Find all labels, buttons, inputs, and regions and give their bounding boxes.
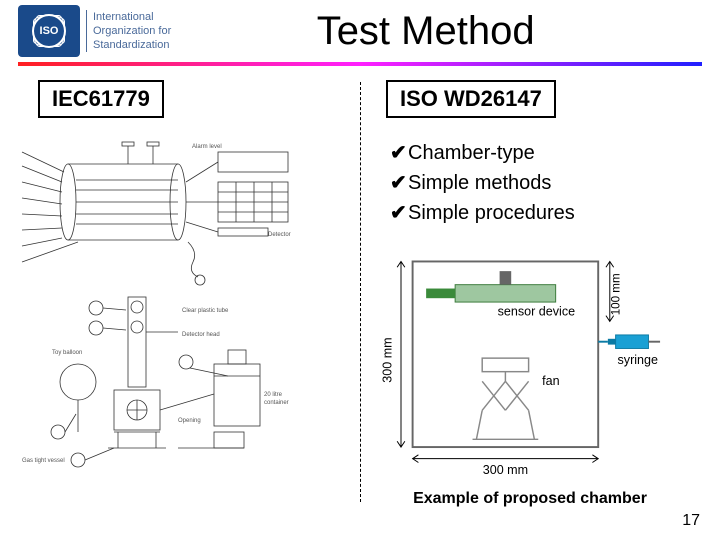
fan-label: fan — [542, 374, 559, 388]
sensor-label: sensor device — [498, 305, 575, 319]
bullet-item: ✔Chamber-type — [390, 138, 688, 168]
bullets: ✔Chamber-type ✔Simple methods ✔Simple pr… — [390, 138, 688, 228]
bullet-item: ✔Simple procedures — [390, 198, 688, 228]
chamber-diagram: 300 mm 100 mm 300 mm — [372, 242, 662, 482]
svg-text:container: container — [264, 400, 289, 406]
page-title: Test Method — [171, 9, 720, 54]
bullet-text: Simple methods — [408, 172, 551, 194]
left-label: IEC61779 — [38, 80, 164, 118]
svg-text:Detector: Detector — [268, 232, 291, 238]
svg-text:Opening: Opening — [178, 418, 201, 424]
content: IEC61779 — [0, 66, 720, 496]
iso-globe-icon: ISO — [32, 14, 66, 48]
header: ISO International Organization for Stand… — [0, 0, 720, 62]
right-label: ISO WD26147 — [386, 80, 556, 118]
bullet-item: ✔Simple methods — [390, 168, 688, 198]
bullet-text: Simple procedures — [408, 202, 575, 224]
side-label: 100 mm — [609, 273, 622, 315]
iec-diagram: Alarm level Detector Clear plastic tube … — [18, 132, 338, 472]
iso-text: International Organization for Standardi… — [86, 10, 171, 53]
svg-text:Gas tight vessel: Gas tight vessel — [22, 458, 65, 464]
iso-abbr: ISO — [38, 25, 61, 37]
svg-text:20 litre: 20 litre — [264, 392, 283, 398]
svg-text:Toy balloon: Toy balloon — [52, 350, 82, 356]
svg-text:Alarm level: Alarm level — [192, 144, 222, 150]
iso-line2: Organization for — [93, 24, 171, 38]
bullet-text: Chamber-type — [408, 142, 535, 164]
iso-line3: Standardization — [93, 38, 171, 52]
syringe-label: syringe — [618, 353, 658, 367]
right-column: ISO WD26147 ✔Chamber-type ✔Simple method… — [358, 80, 688, 496]
check-icon: ✔ — [390, 168, 408, 198]
width-label: 300 mm — [483, 463, 528, 477]
page-number: 17 — [682, 512, 700, 530]
iso-line1: International — [93, 10, 171, 24]
check-icon: ✔ — [390, 138, 408, 168]
caption: Example of proposed chamber — [372, 490, 688, 508]
check-icon: ✔ — [390, 198, 408, 228]
svg-text:Detector head: Detector head — [182, 332, 220, 338]
svg-text:Clear plastic tube: Clear plastic tube — [182, 308, 229, 314]
left-column: IEC61779 — [18, 80, 358, 496]
height-label: 300 mm — [380, 337, 394, 382]
iso-logo: ISO — [18, 5, 80, 57]
